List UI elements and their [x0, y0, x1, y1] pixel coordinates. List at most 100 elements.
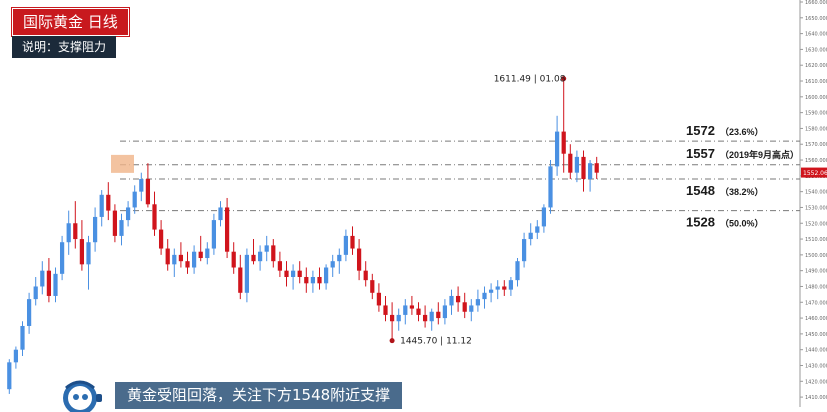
level-value-label: 1528	[686, 215, 715, 230]
candle-body	[224, 207, 230, 252]
candle-body	[482, 292, 487, 300]
extreme-price-label: 1445.70 | 11.12	[400, 337, 472, 347]
candle-body	[238, 267, 243, 293]
candle-body	[290, 270, 296, 277]
candle-body	[13, 349, 19, 363]
y-tick-label: 1450.000	[805, 332, 827, 338]
candle-body	[86, 242, 91, 265]
candle-body	[152, 204, 157, 230]
candle-body	[535, 226, 540, 233]
candle-body	[139, 179, 144, 192]
candle-body	[310, 276, 316, 284]
y-tick-label: 1410.000	[805, 395, 827, 401]
candle-body	[7, 362, 12, 390]
candle-body	[172, 254, 177, 265]
candle-body	[218, 207, 223, 221]
candle-body	[337, 254, 342, 262]
candle-body	[284, 270, 289, 277]
candle-body	[350, 235, 355, 249]
candle-body	[125, 207, 131, 221]
candle-body	[106, 194, 111, 211]
candle-body	[429, 311, 434, 322]
level-value-label: 1557	[686, 146, 715, 161]
candle-body	[317, 276, 322, 284]
candle-body	[594, 163, 599, 173]
candle-body	[257, 251, 263, 262]
candle-body	[343, 235, 349, 255]
candle-body	[119, 220, 124, 236]
candle-body	[356, 248, 362, 271]
candle-body	[508, 280, 514, 290]
y-tick-label: 1510.000	[805, 237, 827, 243]
prior-high-highlight	[111, 154, 134, 173]
candle-body	[376, 292, 382, 306]
candle-body	[40, 270, 45, 287]
y-tick-label: 1580.000	[805, 126, 827, 132]
candle-body	[178, 254, 184, 262]
candle-body	[271, 245, 276, 262]
y-tick-label: 1460.000	[805, 316, 827, 322]
candle-body	[185, 261, 190, 268]
extreme-price-label: 1611.49 | 01.08	[494, 75, 566, 85]
candle-body	[363, 270, 368, 281]
current-price-label: 1552.067	[803, 170, 827, 177]
candle-body	[304, 276, 309, 284]
candle-body	[211, 220, 217, 249]
candle-body	[370, 280, 375, 293]
candle-body	[416, 308, 421, 315]
candle-body	[191, 251, 197, 268]
candle-body	[587, 163, 593, 180]
chart-caption: 黄金受阻回落，关注下方1548附近支撑	[115, 382, 403, 409]
y-tick-label: 1650.000	[805, 16, 827, 22]
candle-body	[449, 295, 454, 306]
candle-body	[231, 251, 236, 268]
candle-body	[264, 245, 269, 252]
candle-body	[436, 311, 441, 319]
chart-subtitle-badge: 说明：支撑阻力	[12, 36, 117, 58]
y-tick-label: 1490.000	[805, 269, 827, 275]
y-tick-label: 1540.000	[805, 190, 827, 196]
candle-body	[277, 261, 283, 271]
candle-body	[79, 239, 85, 265]
candle-body	[548, 166, 553, 208]
candle-body	[73, 223, 78, 240]
candle-body	[205, 248, 210, 259]
y-tick-label: 1560.000	[805, 158, 827, 164]
y-tick-label: 1570.000	[805, 142, 827, 148]
candle-body	[158, 229, 164, 249]
extreme-marker	[389, 338, 395, 344]
y-tick-label: 1440.000	[805, 348, 827, 354]
candle-body	[495, 286, 500, 290]
candle-body	[568, 153, 573, 173]
candle-body	[112, 210, 118, 236]
level-note-label: （23.6%）	[720, 127, 764, 137]
robot-assistant-icon	[63, 380, 102, 412]
candle-body	[574, 156, 580, 173]
candle-body	[145, 179, 151, 205]
candle-body	[297, 270, 302, 277]
level-note-label: （2019年9月高点）	[720, 149, 799, 160]
current-price-tag	[801, 167, 827, 178]
candle-body	[442, 305, 448, 319]
candle-body	[403, 305, 408, 315]
candle-body	[422, 314, 428, 322]
candle-body	[323, 267, 329, 284]
level-note-label: （50.0%）	[720, 219, 764, 229]
y-tick-label: 1600.000	[805, 95, 827, 101]
candle-body	[462, 302, 467, 312]
candle-body	[66, 223, 71, 243]
candle-body	[389, 314, 395, 322]
y-tick-label: 1480.000	[805, 284, 827, 290]
y-tick-label: 1500.000	[805, 253, 827, 259]
candle-body	[409, 305, 415, 309]
candle-body	[554, 131, 560, 167]
y-tick-label: 1640.000	[805, 32, 827, 38]
level-value-label: 1572	[686, 123, 715, 138]
candle-body	[165, 248, 170, 265]
candle-body	[92, 216, 98, 243]
candle-body	[20, 325, 25, 350]
y-tick-label: 1430.000	[805, 363, 827, 369]
candle-body	[455, 295, 461, 303]
level-value-label: 1548	[686, 183, 715, 198]
